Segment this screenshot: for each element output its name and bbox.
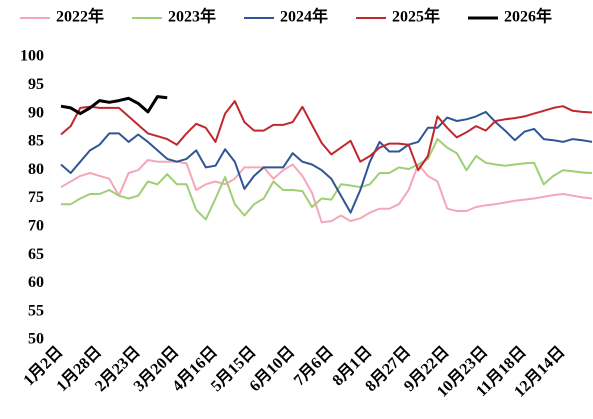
series-line (60, 95, 168, 116)
y-tick-label: 50 (28, 331, 44, 348)
legend-label: 2026年 (504, 7, 552, 26)
series-line (61, 138, 593, 221)
series-line (60, 159, 593, 224)
y-tick-label: 80 (28, 161, 44, 178)
y-tick-label: 90 (28, 104, 44, 121)
y-tick-label: 70 (28, 217, 44, 234)
y-tick-label: 65 (28, 246, 44, 263)
y-tick-label: 75 (28, 189, 44, 206)
series-line (60, 100, 593, 172)
y-tick-label: 55 (28, 302, 44, 319)
legend-label: 2022年 (56, 7, 104, 26)
y-tick-label: 85 (28, 133, 44, 150)
series-line (60, 110, 593, 214)
legend-label: 2023年 (168, 7, 216, 26)
y-tick-label: 100 (20, 48, 44, 65)
y-tick-label: 60 (28, 274, 44, 291)
y-tick-label: 95 (28, 76, 44, 93)
legend-label: 2024年 (280, 7, 328, 26)
x-tick-label: 7月6日 (290, 343, 337, 390)
legend-label: 2025年 (392, 7, 440, 26)
